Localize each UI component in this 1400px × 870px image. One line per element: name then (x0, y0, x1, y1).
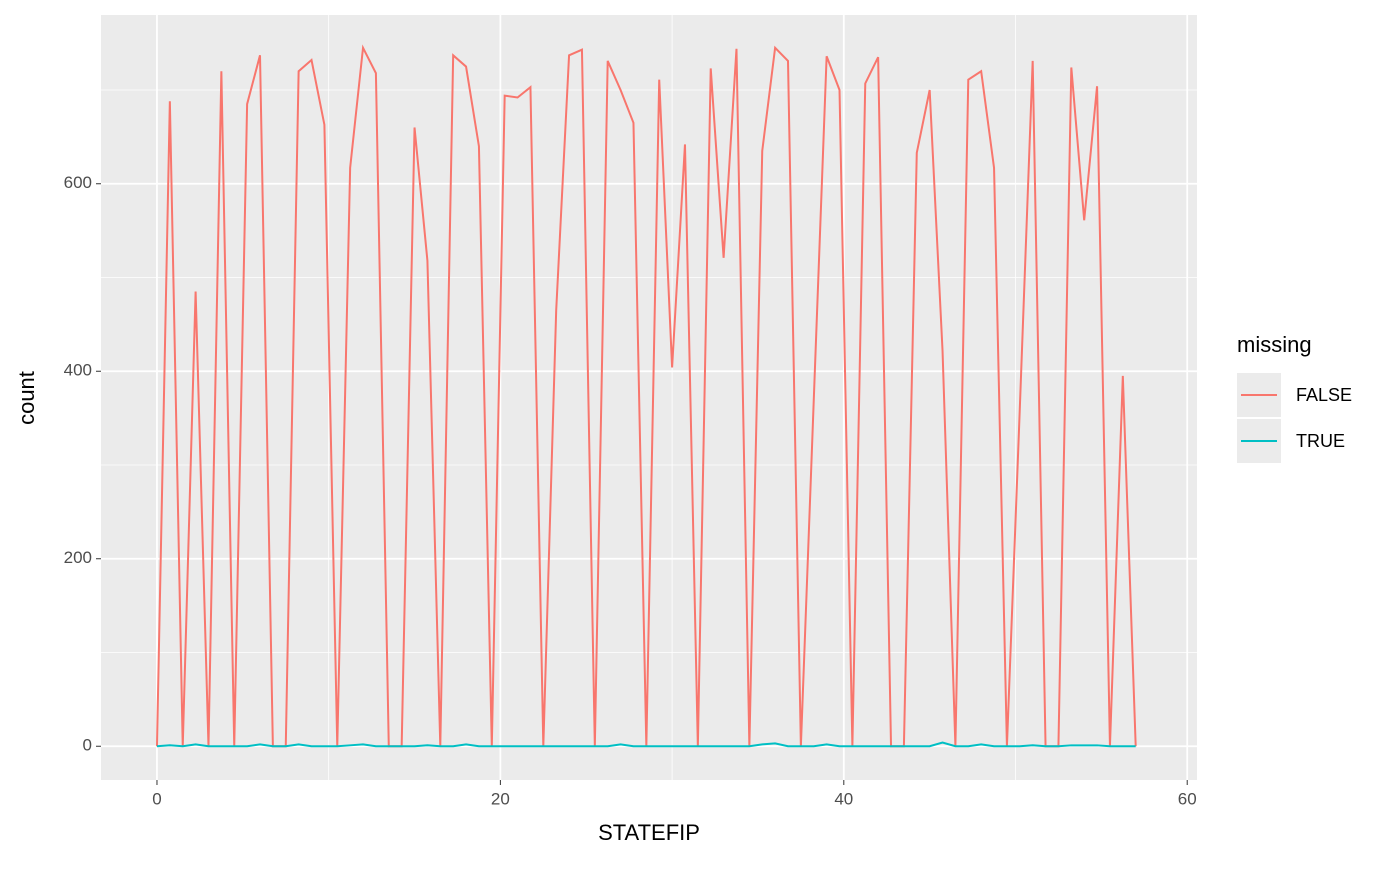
legend-title: missing (1237, 332, 1312, 357)
y-tick-label: 200 (64, 548, 92, 567)
x-axis-title: STATEFIP (598, 820, 700, 845)
legend-label: TRUE (1296, 431, 1345, 451)
y-axis-title: count (14, 371, 39, 425)
x-tick-label: 20 (491, 789, 510, 808)
y-tick-label: 600 (64, 173, 92, 192)
x-tick-label: 40 (834, 789, 853, 808)
x-tick-label: 0 (152, 789, 161, 808)
y-tick-label: 0 (83, 736, 92, 755)
line (156, 741, 1136, 748)
x-tick-label: 60 (1178, 789, 1197, 808)
y-tick-label: 400 (64, 361, 92, 380)
legend-label: FALSE (1296, 385, 1352, 405)
